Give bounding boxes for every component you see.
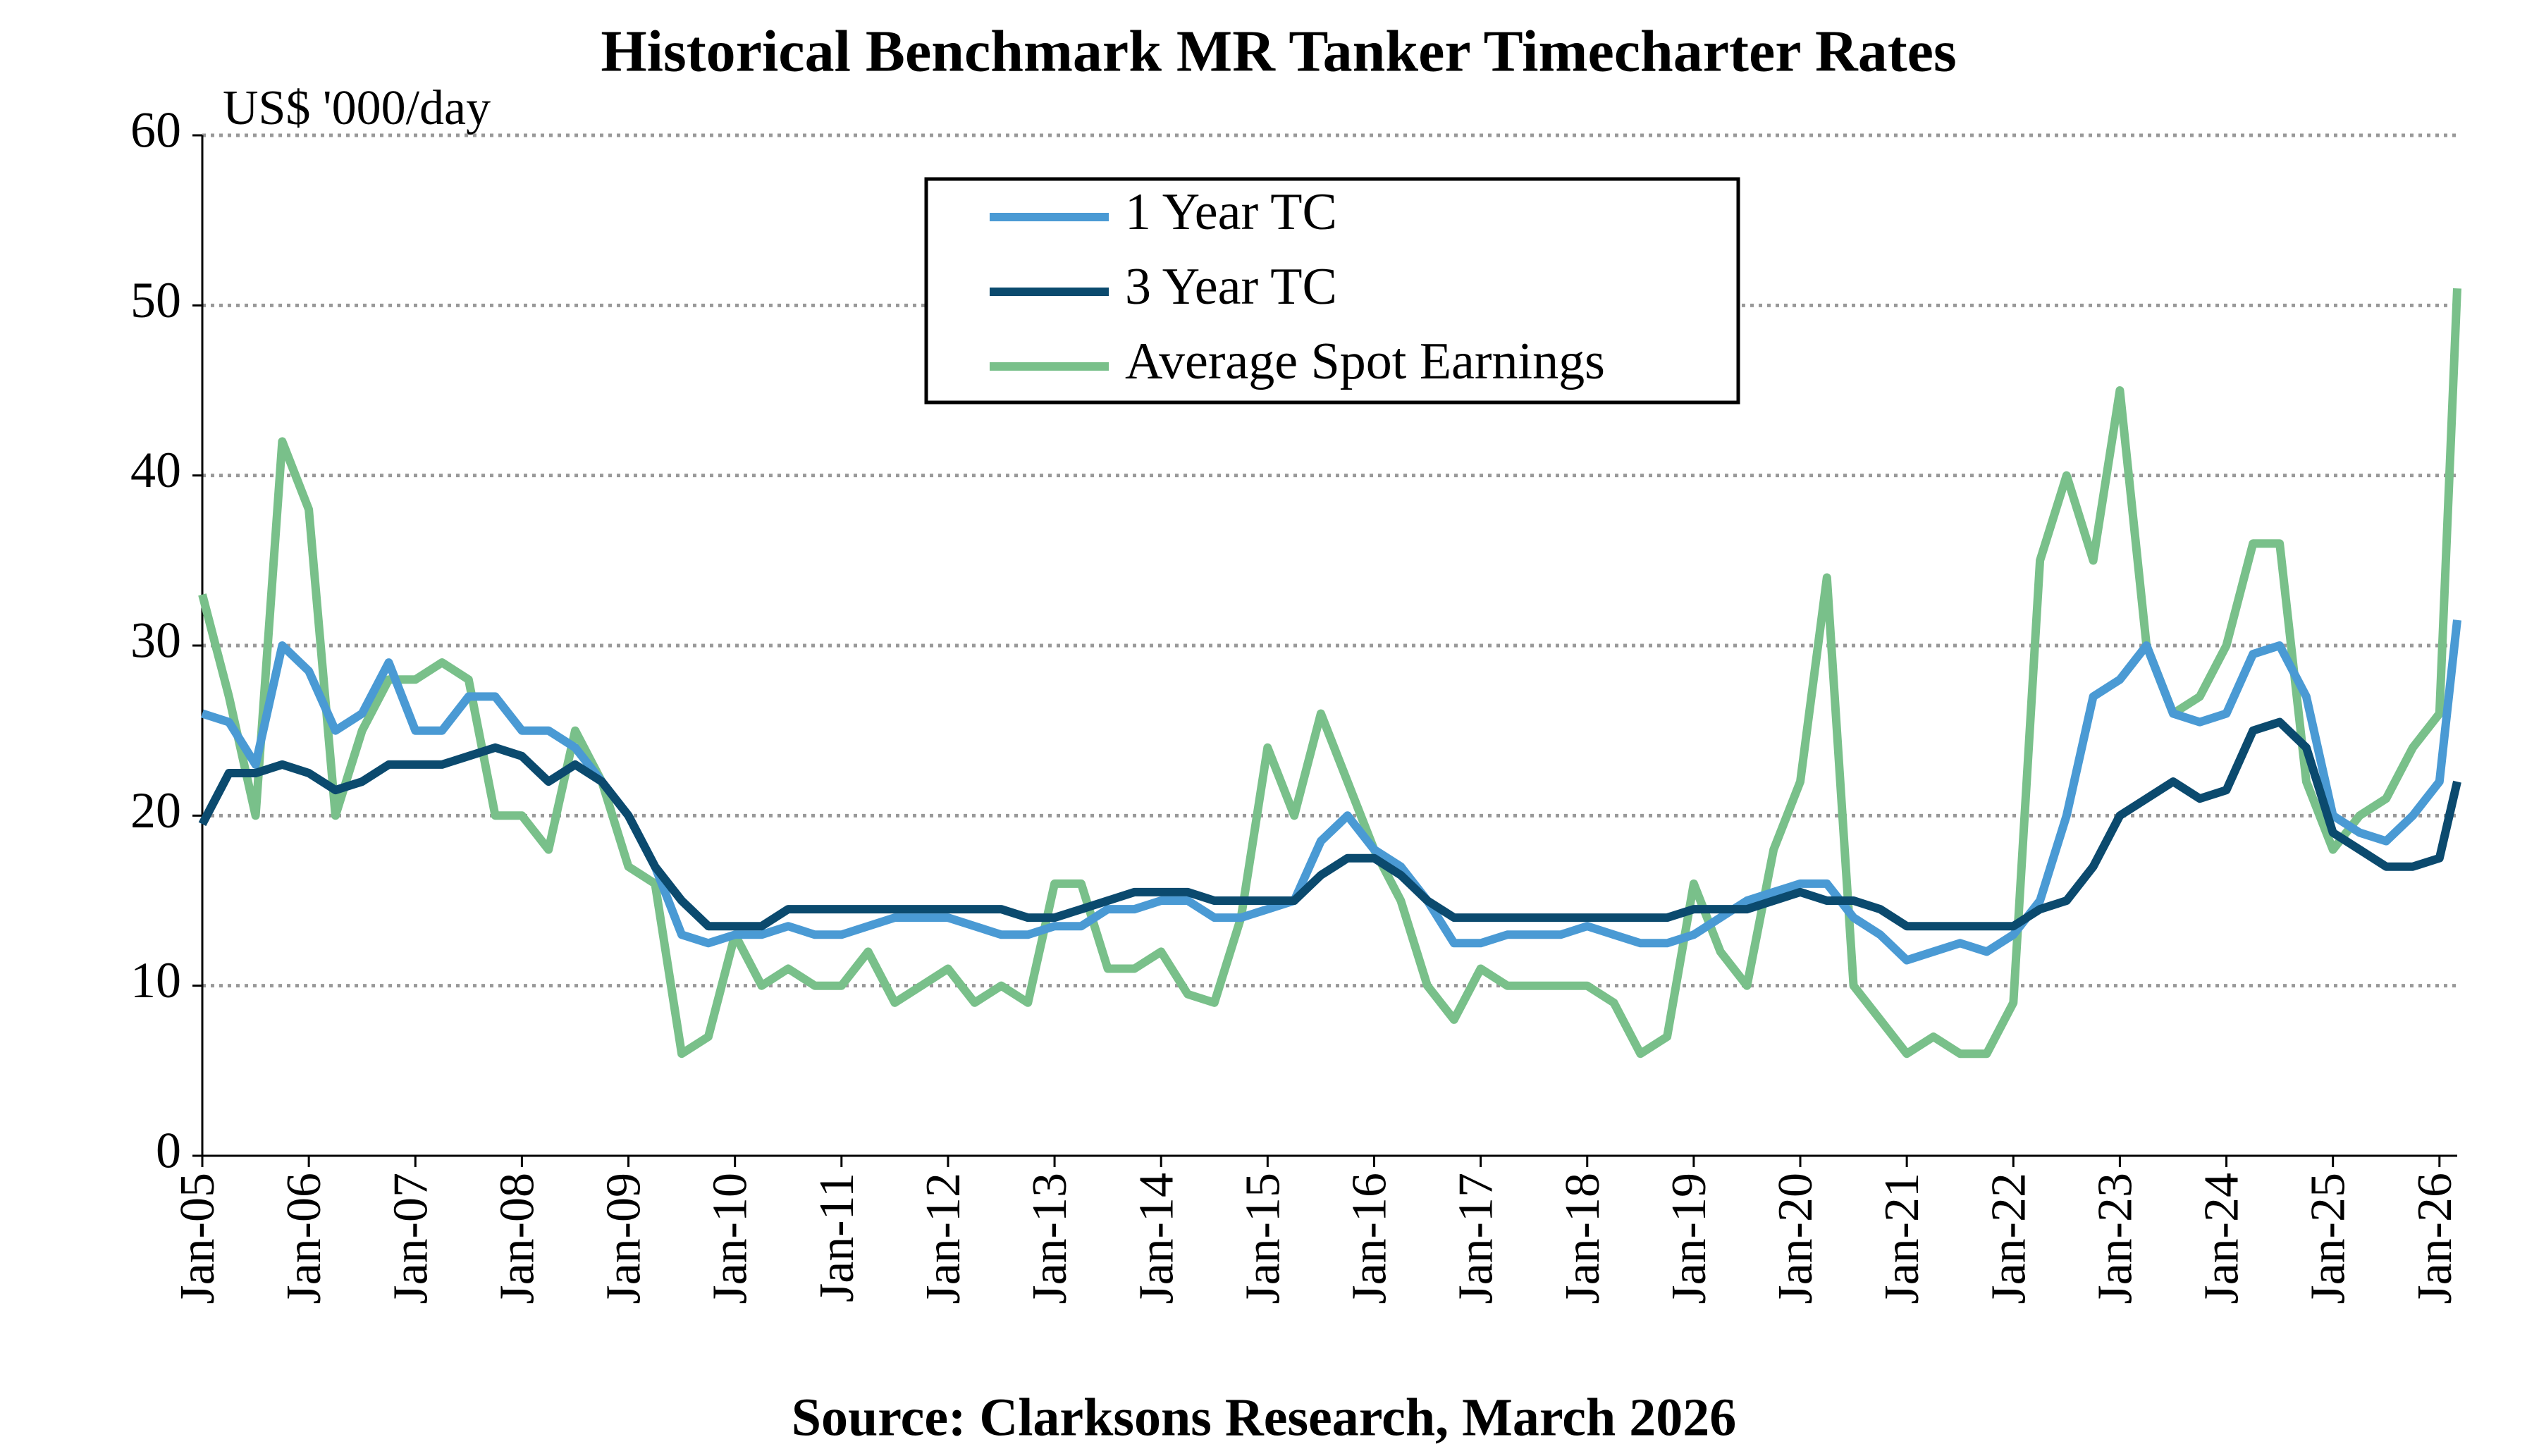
x-tick-label: Jan-17	[1449, 1173, 1504, 1304]
x-tick-label: Jan-16	[1343, 1173, 1397, 1304]
x-tick-label: Jan-14	[1129, 1173, 1183, 1304]
x-tick-label: Jan-15	[1236, 1173, 1290, 1304]
x-tick-label: Jan-18	[1556, 1173, 1610, 1304]
y-tick-label: 40	[130, 442, 181, 498]
x-tick-label: Jan-07	[383, 1173, 438, 1304]
y-tick-label: 20	[130, 782, 181, 839]
legend-label: 3 Year TC	[1125, 258, 1337, 316]
y-tick-label: 30	[130, 612, 181, 669]
legend-label: Average Spot Earnings	[1125, 333, 1605, 390]
x-tick-label: Jan-26	[2408, 1173, 2462, 1304]
y-axis-label: US$ '000/day	[223, 81, 491, 135]
y-tick-label: 50	[130, 272, 181, 328]
x-tick-label: Jan-09	[597, 1173, 651, 1304]
x-tick-label: Jan-10	[703, 1173, 758, 1304]
legend-label: 1 Year TC	[1125, 183, 1337, 241]
x-tick-label: Jan-21	[1875, 1173, 1929, 1304]
y-tick-label: 60	[130, 102, 181, 159]
x-tick-label: Jan-05	[171, 1173, 225, 1304]
legend: 1 Year TC 3 Year TC Average Spot Earnings	[924, 177, 1740, 405]
series-line	[198, 717, 2461, 931]
series-line	[198, 288, 2461, 1059]
x-tick-label: Jan-24	[2195, 1173, 2249, 1304]
x-tick-label: Jan-06	[277, 1173, 331, 1304]
x-tick-label: Jan-19	[1662, 1173, 1716, 1304]
x-tick-label: Jan-22	[1981, 1173, 2036, 1304]
x-tick-label: Jan-23	[2088, 1173, 2142, 1304]
x-tick-label: Jan-13	[1023, 1173, 1077, 1304]
y-tick-label: 0	[156, 1123, 181, 1179]
x-tick-label: Jan-20	[1769, 1173, 1823, 1304]
source: Source: Clarksons Research, March 2026	[792, 1388, 1736, 1447]
series-line	[201, 619, 2461, 965]
x-tick-label: Jan-12	[916, 1173, 971, 1304]
x-tick-label: Jan-25	[2301, 1173, 2356, 1304]
x-tick-label: Jan-11	[810, 1173, 864, 1302]
chart-title: Historical Benchmark MR Tanker Timechart…	[601, 18, 1956, 84]
y-tick-label: 10	[130, 952, 181, 1008]
x-tick-label: Jan-08	[490, 1173, 544, 1304]
